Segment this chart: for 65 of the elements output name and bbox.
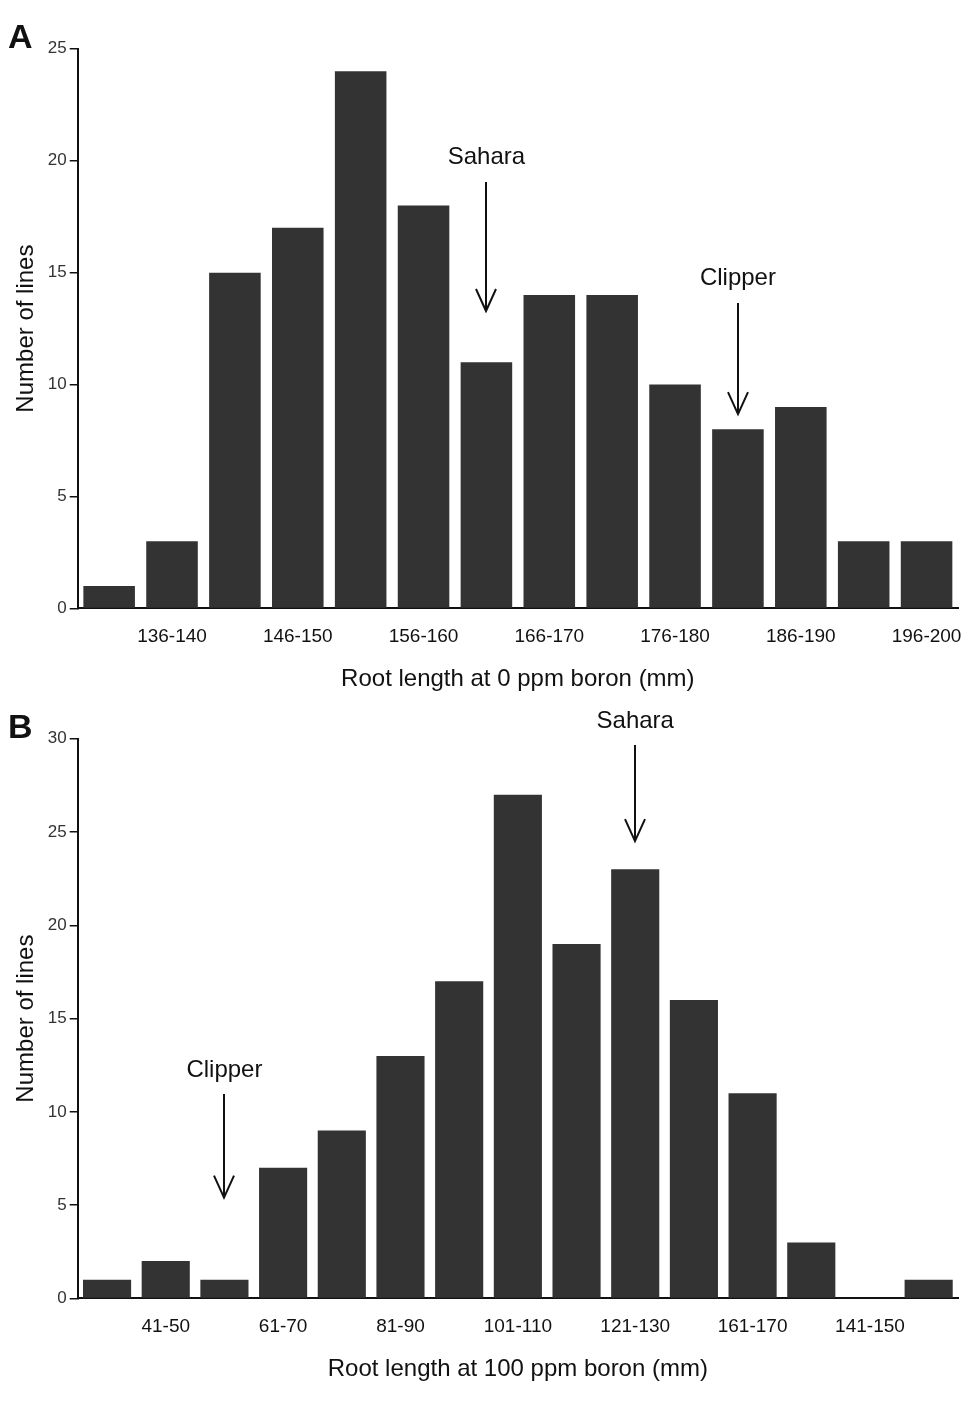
bar (272, 227, 324, 608)
bar (611, 869, 660, 1298)
bar (728, 1093, 777, 1298)
bar (460, 362, 513, 608)
annotation: Clipper (699, 263, 776, 291)
bar (837, 541, 890, 608)
x-tick-label: 136-140 (137, 625, 207, 647)
bar (712, 429, 764, 608)
y-tick-label: 25 (47, 38, 67, 58)
bar (787, 1242, 836, 1298)
x-tick-label: 186-190 (765, 625, 836, 647)
x-tick-label: 81-90 (376, 1315, 425, 1337)
y-tick-label: 15 (47, 262, 67, 282)
bar (397, 205, 450, 608)
x-axis-title: Root length at 0 ppm boron (mm) (341, 664, 695, 692)
bar (669, 999, 718, 1298)
y-tick-label: 0 (57, 598, 67, 618)
y-axis-title: Number of lines (11, 934, 39, 1103)
bar (900, 541, 953, 608)
chart-title: B (8, 706, 33, 745)
bar (82, 1279, 132, 1298)
bar (523, 295, 576, 608)
bar (493, 794, 542, 1298)
bar (259, 1167, 308, 1298)
x-tick-label: 176-180 (640, 625, 710, 647)
bar (552, 943, 601, 1298)
bar (317, 1130, 366, 1298)
x-tick-label: 41-50 (141, 1315, 191, 1337)
bar (334, 71, 387, 608)
x-tick-label: 121-130 (600, 1315, 671, 1337)
x-tick-label: 156-160 (388, 625, 459, 647)
bar (586, 295, 638, 608)
x-tick-label: 101-110 (483, 1315, 553, 1337)
y-tick-label: 20 (47, 150, 67, 170)
bar (904, 1279, 953, 1298)
bar (141, 1261, 190, 1298)
y-axis-title: Number of lines (11, 244, 39, 413)
y-tick-label: 10 (47, 374, 67, 394)
bar (649, 384, 701, 608)
bar (435, 981, 484, 1298)
x-tick-label: 61-70 (258, 1315, 308, 1337)
bar (775, 406, 827, 608)
y-tick-label: 20 (47, 915, 67, 935)
x-tick-label: 161-170 (717, 1315, 788, 1337)
y-tick-label: 30 (47, 728, 67, 748)
x-tick-label: 166-170 (514, 625, 585, 647)
x-tick-label: 141-150 (835, 1315, 905, 1337)
y-tick-label: 5 (57, 1194, 67, 1214)
y-tick-label: 5 (57, 486, 67, 506)
chart-title: A (8, 16, 33, 55)
bar (376, 1055, 425, 1298)
y-tick-label: 0 (57, 1288, 67, 1308)
x-tick-label: 146-150 (262, 625, 333, 647)
y-tick-label: 25 (47, 821, 67, 841)
bar (209, 272, 261, 608)
bar (83, 586, 135, 608)
x-tick-label: 196-200 (891, 625, 962, 647)
text: Sahara (596, 705, 675, 733)
y-tick-label: 10 (47, 1101, 67, 1121)
y-tick-label: 15 (47, 1008, 67, 1028)
bar (146, 541, 198, 608)
annotation: Clipper (186, 1054, 263, 1082)
x-axis-title: Root length at 100 ppm boron (mm) (327, 1354, 708, 1382)
bar (200, 1279, 249, 1298)
annotation: Sahara (447, 142, 526, 170)
